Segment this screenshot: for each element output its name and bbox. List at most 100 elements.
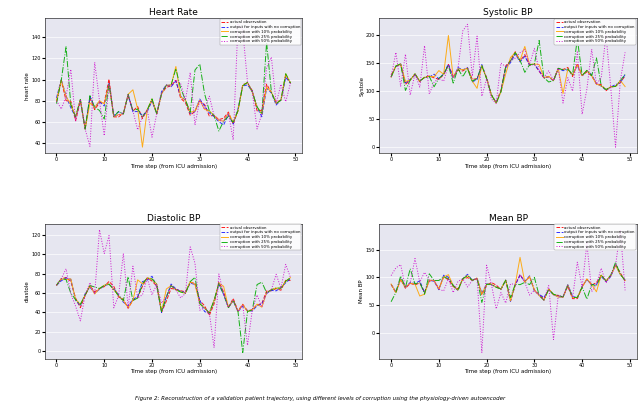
corruption with 50% probability bbox=[86, 144, 94, 149]
output for inputs with no corruption bbox=[77, 98, 84, 102]
corruption with 25% probability bbox=[454, 288, 462, 293]
corruption with 10% probability bbox=[406, 280, 414, 285]
corruption with 50% probability bbox=[81, 293, 89, 297]
corruption with 50% probability bbox=[72, 119, 79, 124]
corruption with 50% probability bbox=[186, 70, 194, 75]
output for inputs with no corruption bbox=[435, 287, 443, 292]
output for inputs with no corruption bbox=[163, 294, 170, 299]
output for inputs with no corruption bbox=[468, 278, 476, 283]
corruption with 25% probability bbox=[81, 127, 89, 132]
corruption with 10% probability bbox=[58, 78, 65, 83]
corruption with 25% probability bbox=[273, 286, 280, 291]
output for inputs with no corruption bbox=[420, 291, 428, 295]
corruption with 50% probability bbox=[545, 283, 552, 288]
corruption with 25% probability bbox=[406, 266, 414, 271]
corruption with 10% probability bbox=[573, 62, 581, 67]
corruption with 50% probability bbox=[420, 43, 428, 48]
corruption with 10% probability bbox=[282, 71, 289, 76]
corruption with 50% probability bbox=[502, 64, 509, 69]
output for inputs with no corruption bbox=[172, 79, 180, 83]
corruption with 50% probability bbox=[440, 79, 447, 83]
output for inputs with no corruption bbox=[268, 91, 275, 96]
actual observation bbox=[177, 96, 184, 101]
actual observation bbox=[426, 73, 433, 78]
corruption with 50% probability bbox=[124, 92, 132, 97]
corruption with 25% probability bbox=[52, 101, 60, 106]
actual observation bbox=[77, 99, 84, 104]
corruption with 50% probability bbox=[406, 93, 414, 98]
corruption with 50% probability bbox=[277, 286, 285, 291]
corruption with 10% probability bbox=[492, 285, 500, 290]
corruption with 10% probability bbox=[52, 98, 60, 103]
output for inputs with no corruption bbox=[196, 297, 204, 302]
actual observation bbox=[420, 290, 428, 295]
actual observation bbox=[416, 280, 424, 285]
output for inputs with no corruption bbox=[139, 279, 147, 284]
corruption with 50% probability bbox=[612, 263, 620, 268]
corruption with 25% probability bbox=[95, 286, 103, 291]
corruption with 25% probability bbox=[483, 76, 490, 81]
corruption with 25% probability bbox=[392, 290, 400, 295]
corruption with 25% probability bbox=[473, 76, 481, 81]
actual observation bbox=[196, 98, 204, 103]
corruption with 10% probability bbox=[387, 282, 395, 287]
corruption with 10% probability bbox=[95, 98, 103, 103]
actual observation bbox=[392, 64, 400, 69]
corruption with 10% probability bbox=[115, 112, 122, 117]
actual observation bbox=[430, 278, 438, 283]
corruption with 10% probability bbox=[531, 62, 538, 66]
corruption with 25% probability bbox=[139, 281, 147, 286]
actual observation bbox=[607, 84, 614, 89]
corruption with 50% probability bbox=[182, 291, 189, 296]
corruption with 25% probability bbox=[449, 283, 457, 288]
corruption with 50% probability bbox=[411, 256, 419, 261]
output for inputs with no corruption bbox=[463, 65, 471, 70]
corruption with 10% probability bbox=[593, 289, 600, 294]
Title: Diastolic BP: Diastolic BP bbox=[147, 214, 200, 223]
actual observation bbox=[105, 77, 113, 82]
actual observation bbox=[58, 276, 65, 281]
corruption with 10% probability bbox=[100, 102, 108, 106]
corruption with 50% probability bbox=[597, 266, 605, 271]
output for inputs with no corruption bbox=[511, 282, 519, 287]
corruption with 25% probability bbox=[153, 282, 161, 287]
actual observation bbox=[397, 277, 404, 282]
actual observation bbox=[540, 75, 548, 80]
actual observation bbox=[182, 100, 189, 105]
corruption with 10% probability bbox=[91, 105, 99, 110]
actual observation bbox=[143, 275, 151, 280]
actual observation bbox=[621, 73, 629, 78]
corruption with 50% probability bbox=[186, 245, 194, 249]
corruption with 50% probability bbox=[516, 50, 524, 55]
Legend: actual observation, output for inputs with no corruption, corruption with 10% pr: actual observation, output for inputs wi… bbox=[554, 224, 636, 250]
corruption with 50% probability bbox=[449, 75, 457, 80]
actual observation bbox=[163, 299, 170, 303]
output for inputs with no corruption bbox=[531, 289, 538, 294]
output for inputs with no corruption bbox=[105, 282, 113, 287]
corruption with 10% probability bbox=[473, 276, 481, 280]
actual observation bbox=[182, 289, 189, 294]
corruption with 25% probability bbox=[521, 70, 529, 75]
corruption with 50% probability bbox=[511, 282, 519, 287]
actual observation bbox=[163, 85, 170, 90]
actual observation bbox=[115, 295, 122, 299]
corruption with 10% probability bbox=[139, 145, 147, 150]
corruption with 50% probability bbox=[62, 94, 70, 99]
corruption with 25% probability bbox=[186, 110, 194, 115]
actual observation bbox=[205, 313, 213, 318]
output for inputs with no corruption bbox=[535, 292, 543, 297]
output for inputs with no corruption bbox=[186, 111, 194, 116]
output for inputs with no corruption bbox=[550, 292, 557, 297]
corruption with 50% probability bbox=[115, 112, 122, 117]
corruption with 50% probability bbox=[430, 278, 438, 283]
corruption with 10% probability bbox=[273, 101, 280, 106]
corruption with 25% probability bbox=[616, 78, 624, 83]
corruption with 10% probability bbox=[258, 305, 266, 310]
actual observation bbox=[569, 74, 577, 79]
corruption with 25% probability bbox=[229, 298, 237, 303]
corruption with 25% probability bbox=[492, 285, 500, 290]
output for inputs with no corruption bbox=[445, 275, 452, 280]
output for inputs with no corruption bbox=[554, 295, 562, 299]
corruption with 10% probability bbox=[411, 282, 419, 287]
actual observation bbox=[440, 274, 447, 279]
